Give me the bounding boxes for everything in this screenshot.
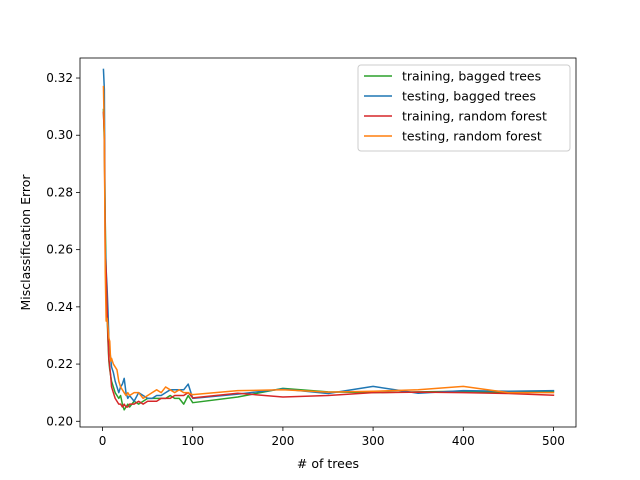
y-axis-label: Misclassification Error <box>18 174 33 311</box>
axes-layer: 0 100 200 300 400 500 0.20 0.22 0.24 0.26 0.28 0.30… <box>18 57 577 471</box>
x-tick-label-2: 200 <box>271 434 294 448</box>
x-tick-label-1: 100 <box>181 434 204 448</box>
y-tick-label-5: 0.30 <box>46 128 73 142</box>
x-tick-label-0: 0 <box>99 434 107 448</box>
legend-label-3: testing, random forest <box>402 129 542 144</box>
x-tick-label-4: 400 <box>452 434 475 448</box>
x-tick-label-5: 500 <box>542 434 565 448</box>
y-tick-label-4: 0.28 <box>46 185 73 199</box>
x-axis-label: # of trees <box>297 456 359 471</box>
y-tick-label-2: 0.24 <box>46 300 73 314</box>
series-layer <box>102 68 555 411</box>
y-tick-label-3: 0.26 <box>46 243 73 257</box>
legend-label-2: training, random forest <box>402 109 547 124</box>
plot-frame <box>79 57 577 428</box>
legend-box <box>357 64 571 152</box>
legend-label-1: testing, bagged trees <box>402 89 536 104</box>
series-line-3 <box>102 85 555 400</box>
legend-label-0: training, bagged trees <box>402 69 541 84</box>
y-tick-label-1: 0.22 <box>46 357 73 371</box>
y-tick-label-0: 0.20 <box>46 414 73 428</box>
series-line-2 <box>102 111 555 408</box>
legend: training, bagged trees testing, bagged tr… <box>357 64 571 152</box>
x-tick-label-3: 300 <box>362 434 385 448</box>
y-tick-label-6: 0.32 <box>46 71 73 85</box>
